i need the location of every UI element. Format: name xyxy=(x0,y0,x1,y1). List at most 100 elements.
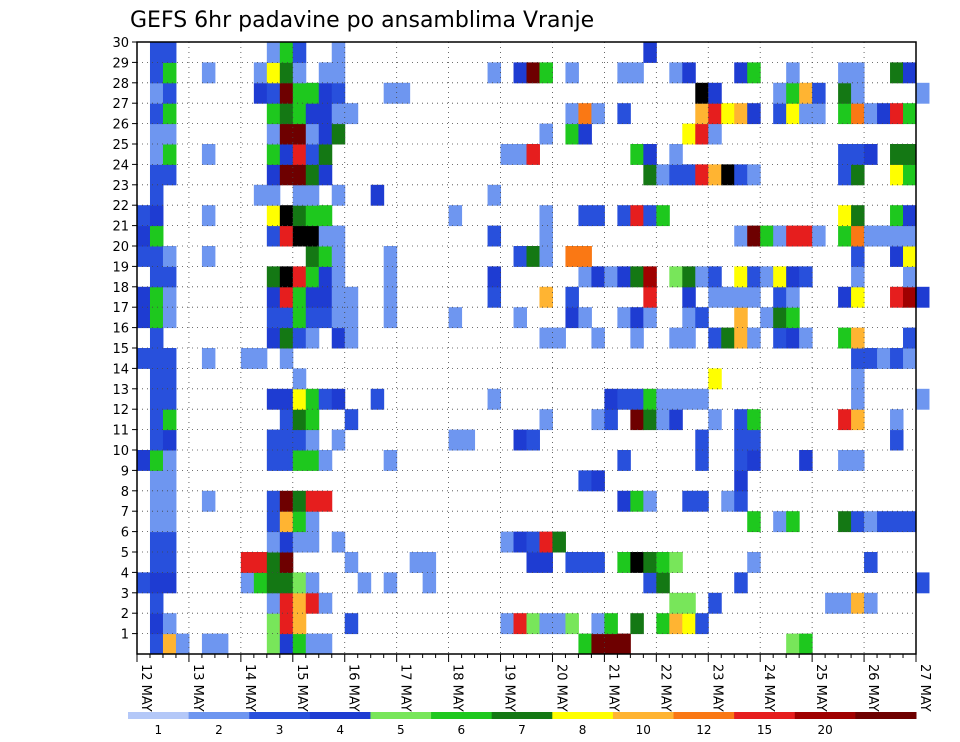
heatmap-cell xyxy=(500,144,515,165)
heatmap-cell xyxy=(578,633,592,655)
heatmap-cell xyxy=(708,409,722,431)
y-tick-label: 29 xyxy=(112,56,129,71)
heatmap-cell xyxy=(591,409,605,431)
heatmap-cell xyxy=(812,103,826,125)
heatmap-cell xyxy=(708,82,722,104)
heatmap-cell xyxy=(266,633,281,655)
heatmap-cell xyxy=(344,552,359,573)
heatmap-cell xyxy=(591,205,605,227)
heatmap-cell xyxy=(682,123,696,145)
heatmap-cell xyxy=(851,450,865,471)
heatmap-cell xyxy=(137,205,151,227)
heatmap-cell xyxy=(604,409,618,431)
heatmap-cell xyxy=(513,307,527,329)
heatmap-cell xyxy=(838,164,852,186)
heatmap-cell xyxy=(487,184,502,206)
heatmap-cell xyxy=(305,531,320,553)
heatmap-cell xyxy=(786,633,800,655)
heatmap-cell xyxy=(344,409,359,431)
heatmap-cell xyxy=(305,164,320,186)
heatmap-cell xyxy=(201,633,216,655)
heatmap-cell xyxy=(695,266,709,288)
heatmap-cell xyxy=(266,164,281,186)
heatmap-cell xyxy=(305,388,320,410)
heatmap-cell xyxy=(253,184,268,206)
heatmap-cell xyxy=(292,123,307,145)
heatmap-cell xyxy=(656,388,670,410)
legend-swatch xyxy=(491,712,553,719)
heatmap-cell xyxy=(656,572,670,594)
heatmap-cell xyxy=(162,82,177,104)
heatmap-cell xyxy=(266,307,281,329)
heatmap-cell xyxy=(643,144,657,165)
legend-label: 2 xyxy=(215,723,223,737)
heatmap-cell xyxy=(383,450,398,471)
heatmap-cell xyxy=(695,388,709,410)
heatmap-cell xyxy=(890,103,904,125)
y-tick-label: 27 xyxy=(112,97,129,112)
heatmap-cell xyxy=(292,572,307,594)
heatmap-cell xyxy=(305,225,320,247)
legend-swatch xyxy=(249,712,311,719)
legend-label: 8 xyxy=(579,723,587,737)
heatmap-cell xyxy=(318,82,333,104)
heatmap-cell xyxy=(266,327,281,349)
heatmap-cell xyxy=(591,266,605,288)
heatmap-cell xyxy=(682,490,696,512)
heatmap-cell xyxy=(669,613,683,635)
heatmap-cell xyxy=(682,62,696,84)
heatmap-cell xyxy=(903,103,917,125)
heatmap-cell xyxy=(838,286,852,308)
heatmap-cell xyxy=(734,429,748,451)
heatmap-cell xyxy=(279,552,294,573)
heatmap-cell xyxy=(331,225,346,247)
heatmap-cell xyxy=(513,531,527,553)
heatmap-cell xyxy=(539,531,553,553)
legend-label: 15 xyxy=(757,723,772,737)
heatmap-cell xyxy=(539,409,553,431)
heatmap-cell xyxy=(422,552,437,573)
x-tick-label: 18 MAY xyxy=(450,664,465,712)
heatmap-cell xyxy=(669,552,683,573)
heatmap-cell xyxy=(279,409,294,431)
heatmap-cell xyxy=(305,307,320,329)
heatmap-cell xyxy=(734,266,748,288)
heatmap-cell xyxy=(305,511,320,533)
heatmap-cell xyxy=(513,613,527,635)
heatmap-cell xyxy=(279,511,294,533)
heatmap-cell xyxy=(890,429,904,451)
heatmap-cell xyxy=(578,552,592,573)
heatmap-cell xyxy=(240,572,255,594)
heatmap-cell xyxy=(487,388,502,410)
heatmap-cell xyxy=(162,103,177,125)
heatmap-cell xyxy=(318,307,333,329)
x-tick-label: 24 MAY xyxy=(761,664,776,712)
heatmap-cell xyxy=(695,429,709,451)
heatmap-cell xyxy=(149,246,164,267)
heatmap-cell xyxy=(773,225,787,247)
heatmap-cell xyxy=(877,511,891,533)
heatmap-cell xyxy=(539,246,553,267)
legend-label: 4 xyxy=(336,723,344,737)
heatmap-cell xyxy=(838,205,852,227)
heatmap-cell xyxy=(526,531,540,553)
heatmap-cell xyxy=(721,327,735,349)
heatmap-cell xyxy=(292,103,307,125)
legend-swatch xyxy=(855,712,917,719)
heatmap-cell xyxy=(786,307,800,329)
heatmap-cell xyxy=(799,103,813,125)
y-tick-label: 4 xyxy=(121,566,129,581)
heatmap-cell xyxy=(318,225,333,247)
heatmap-cell xyxy=(708,286,722,308)
heatmap-cell xyxy=(383,82,398,104)
heatmap-cell xyxy=(149,42,164,63)
heatmap-cell xyxy=(305,633,320,655)
heatmap-cell xyxy=(266,123,281,145)
heatmap-cell xyxy=(331,123,346,145)
heatmap-cell xyxy=(370,388,385,410)
heatmap-cell xyxy=(137,225,151,247)
heatmap-cell xyxy=(682,592,696,614)
y-tick-label: 17 xyxy=(112,301,129,316)
heatmap-cell xyxy=(305,82,320,104)
legend-label: 5 xyxy=(397,723,405,737)
